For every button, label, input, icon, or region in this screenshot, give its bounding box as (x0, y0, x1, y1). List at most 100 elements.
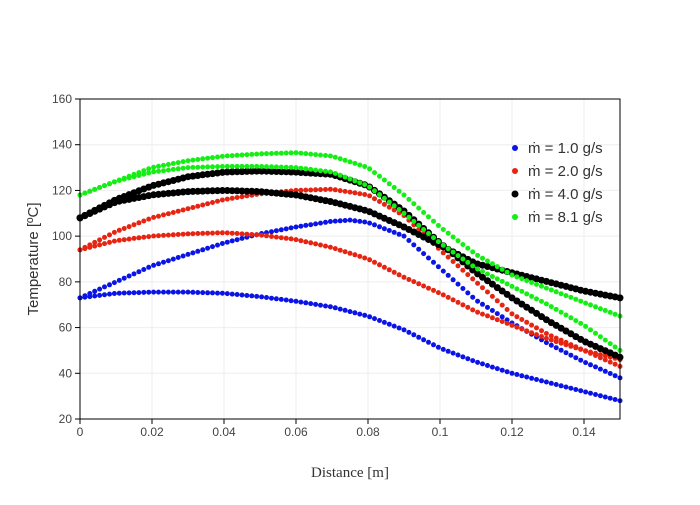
data-point (612, 361, 618, 367)
data-point (146, 289, 152, 295)
data-point (391, 323, 397, 329)
data-point (165, 258, 171, 264)
data-point (543, 301, 549, 307)
series-2-points (77, 186, 623, 369)
data-point (293, 150, 299, 156)
data-point (161, 162, 166, 168)
data-point (573, 355, 579, 361)
legend-item[interactable]: ṁ = 1.0 g/s (512, 140, 603, 157)
data-point (435, 290, 441, 296)
data-point (298, 150, 304, 156)
data-point (170, 161, 176, 166)
data-point (308, 166, 314, 172)
data-point (455, 263, 461, 269)
data-point (287, 168, 295, 176)
data-point (411, 279, 417, 285)
legend-label: ṁ = 8.1 g/s (528, 209, 603, 226)
data-point (597, 306, 603, 312)
legend-item[interactable]: ṁ = 8.1 g/s (512, 209, 603, 226)
data-point (470, 294, 476, 300)
data-point (519, 326, 525, 332)
data-point (352, 218, 358, 224)
data-point (337, 306, 343, 312)
data-point (244, 193, 250, 199)
data-point (151, 262, 157, 268)
data-point (223, 187, 231, 194)
data-point (190, 205, 196, 210)
data-point (396, 325, 402, 331)
data-point (494, 298, 500, 304)
data-point (264, 295, 269, 300)
data-point (352, 252, 358, 258)
data-point (347, 159, 353, 165)
data-point (195, 290, 201, 295)
data-point (445, 254, 451, 260)
data-point (578, 298, 584, 304)
data-point (411, 201, 417, 207)
data-point (514, 372, 520, 377)
data-point (121, 275, 127, 281)
data-point (175, 232, 181, 237)
data-point (367, 220, 373, 226)
x-tick-label: 0.12 (500, 425, 524, 439)
data-point (607, 359, 613, 365)
data-point (489, 315, 495, 321)
y-axis-ticks: 20 40 60 80 100 120 140 160 (52, 92, 80, 426)
data-point (519, 373, 525, 379)
data-point (239, 163, 245, 169)
data-point (377, 262, 382, 268)
data-point (480, 311, 485, 317)
data-point (318, 220, 323, 226)
data-point (396, 231, 402, 237)
legend-item[interactable]: ṁ = 4.0 g/s (511, 186, 603, 203)
data-point (175, 208, 181, 214)
x-axis-title: Distance [m] (311, 465, 389, 481)
data-point (170, 232, 176, 238)
data-point (161, 259, 166, 265)
data-point (210, 230, 215, 236)
data-point (288, 164, 294, 170)
data-point (146, 166, 152, 172)
data-point (215, 154, 220, 160)
data-point (553, 339, 559, 345)
data-point (298, 223, 304, 229)
data-point (460, 302, 466, 308)
data-point (107, 239, 112, 245)
data-points (76, 150, 624, 404)
data-point (431, 235, 436, 241)
data-point (342, 249, 348, 255)
data-point (529, 280, 535, 285)
data-point (519, 276, 525, 282)
data-point (372, 188, 377, 194)
data-point (391, 269, 397, 275)
data-point (445, 294, 451, 300)
data-point (165, 162, 171, 167)
data-point (539, 378, 544, 384)
data-point (548, 304, 554, 310)
data-point (200, 247, 206, 253)
data-point (435, 223, 441, 228)
data-point (485, 258, 490, 264)
data-point (593, 364, 598, 370)
data-point (268, 167, 275, 175)
data-point (381, 177, 387, 183)
legend-item[interactable]: ṁ = 2.0 g/s (512, 163, 603, 180)
data-point (156, 163, 161, 169)
data-point (431, 218, 436, 224)
data-point (111, 238, 117, 244)
data-point (185, 158, 191, 164)
data-point (485, 304, 490, 310)
data-point (514, 274, 520, 280)
data-point (543, 285, 549, 291)
data-point (92, 293, 98, 299)
data-point (488, 280, 496, 288)
legend[interactable]: ṁ = 1.0 g/s ṁ = 2.0 g/s ṁ = 4.0 g/s ṁ = 8.1… (511, 140, 603, 226)
data-point (141, 267, 147, 272)
data-point (504, 269, 510, 275)
data-point (391, 185, 397, 190)
data-point (504, 320, 510, 326)
data-point (189, 187, 197, 195)
x-tick-label: 0.02 (140, 425, 164, 439)
data-point (558, 309, 564, 315)
data-point (450, 259, 456, 264)
